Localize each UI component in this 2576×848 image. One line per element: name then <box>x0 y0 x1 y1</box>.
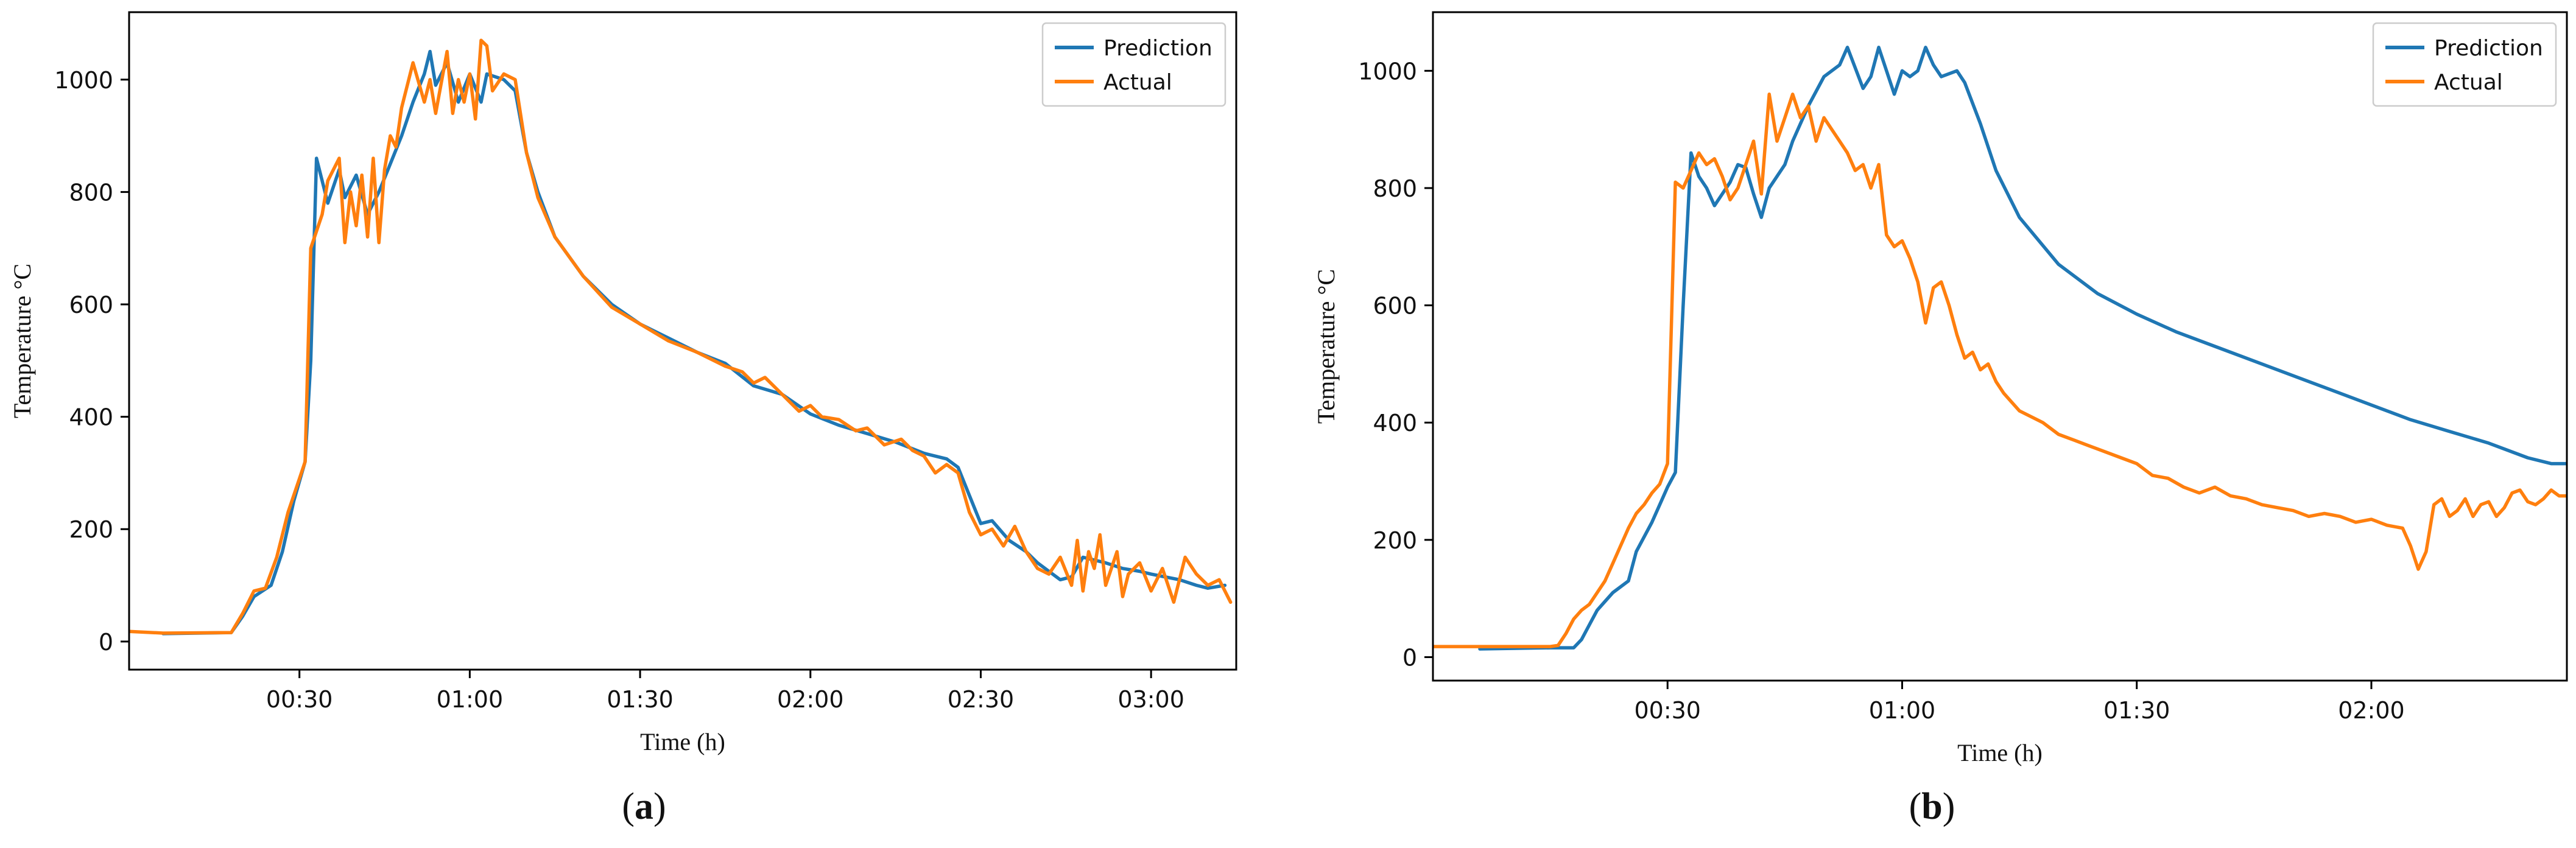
y-tick-label-b: 1000 <box>1358 58 1417 85</box>
x-tick-label-b: 01:30 <box>2103 697 2170 724</box>
x-tick-label-a: 02:00 <box>777 686 844 713</box>
legend-label-prediction-a: Prediction <box>1103 36 1212 61</box>
panel-b: 0 200 400 600 800 1000 00:30 01:00 01:30 02:00 Tim… <box>1288 0 2576 848</box>
panel-caption-a: (a) <box>622 786 666 827</box>
y-tick-label-b: 200 <box>1373 527 1417 554</box>
legend-label-actual-b: Actual <box>2434 70 2503 95</box>
x-tick-label-a: 03:00 <box>1117 686 1184 713</box>
chart-a: 0 200 400 600 800 1000 00:30 01:00 01:30 02:00 02:… <box>9 11 1237 755</box>
panel-caption-b: (b) <box>1909 786 1955 827</box>
y-tick-label-b: 400 <box>1373 410 1417 436</box>
legend-label-prediction-b: Prediction <box>2434 36 2543 61</box>
x-axis-label-b: Time (h) <box>1957 739 2043 766</box>
panel-a: 0 200 400 600 800 1000 00:30 01:00 01:30 02:00 02:… <box>9 11 1237 827</box>
plot-frame-a <box>128 11 1237 671</box>
legend-label-actual-a: Actual <box>1103 70 1172 95</box>
chart-b: 0 200 400 600 800 1000 00:30 01:00 01:30 02:00 Tim… <box>1312 11 2568 766</box>
legend-a: Prediction Actual <box>1041 22 1226 107</box>
x-tick-label-b: 01:00 <box>1869 697 1936 724</box>
y-tick-label-b: 0 <box>1402 644 1417 671</box>
y-tick-label-b: 800 <box>1373 175 1417 202</box>
y-tick-label-b: 600 <box>1373 293 1417 320</box>
y-axis-label-b: Temperature °C <box>1312 269 1340 424</box>
x-axis-label-a: Time (h) <box>640 728 725 755</box>
x-tick-label-a: 02:30 <box>948 686 1015 713</box>
y-tick-label-a: 800 <box>69 179 113 206</box>
y-axis-label-a: Temperature °C <box>9 264 36 418</box>
series-line-prediction-a <box>161 49 1227 636</box>
panel-label-a: a <box>635 786 653 827</box>
y-tick-label-a: 400 <box>69 404 113 431</box>
x-tick-label-b: 02:00 <box>2338 697 2405 724</box>
x-tick-label-a: 00:30 <box>266 686 333 713</box>
series-line-actual-b <box>1433 93 2567 648</box>
series-line-prediction-b <box>1478 46 2567 651</box>
y-tick-label-a: 200 <box>69 516 113 543</box>
y-tick-label-a: 1000 <box>54 67 113 94</box>
panel-label-b: b <box>1921 786 1943 827</box>
y-tick-label-a: 600 <box>69 292 113 318</box>
legend-box-a <box>1041 22 1226 107</box>
legend-b: Prediction Actual <box>2372 22 2557 107</box>
x-tick-label-b: 00:30 <box>1634 697 1701 724</box>
plot-frame-b <box>1432 11 2568 682</box>
series-line-actual-a <box>129 38 1233 635</box>
y-tick-label-a: 0 <box>99 629 113 656</box>
x-tick-label-a: 01:30 <box>607 686 674 713</box>
legend-box-b <box>2372 22 2557 107</box>
x-tick-label-a: 01:00 <box>437 686 504 713</box>
